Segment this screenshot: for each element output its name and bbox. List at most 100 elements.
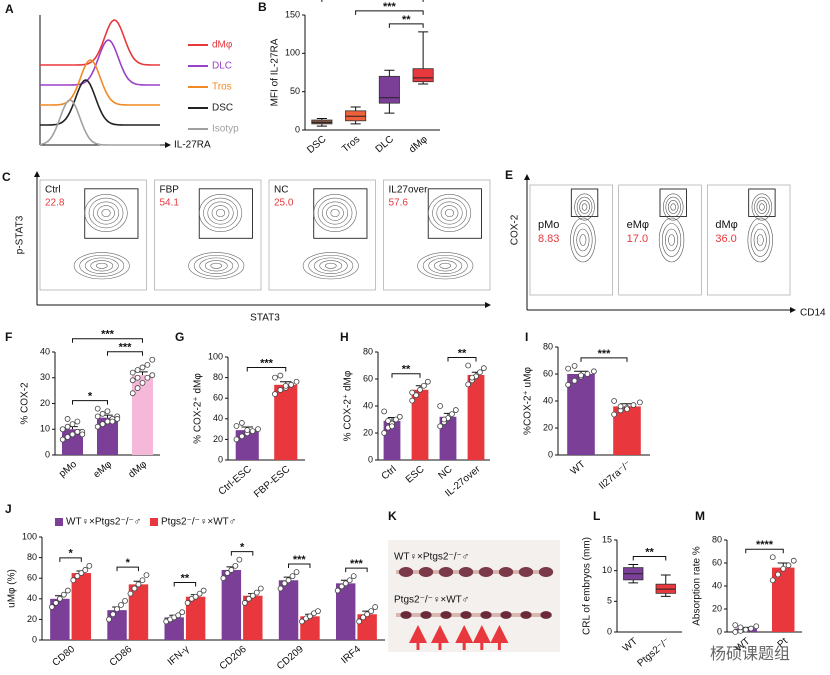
legend-label: Ptgs2⁻/⁻♀×WT♂	[161, 517, 236, 528]
legend-label: Isotyp	[212, 124, 239, 135]
data-point	[381, 408, 388, 415]
data-point	[409, 389, 416, 396]
y-axis-label: COX-2	[510, 214, 521, 245]
data-point	[281, 580, 288, 587]
contour	[193, 254, 239, 277]
y-axis-label: CRL of embryos (mm)	[582, 537, 593, 635]
data-point	[737, 624, 744, 631]
x-tick-label: dMφ	[126, 459, 149, 481]
data-point	[232, 562, 239, 569]
bar	[567, 374, 595, 455]
x-tick-label: eMφ	[91, 459, 114, 481]
contour	[330, 208, 340, 218]
data-point	[630, 402, 637, 408]
y-tick-label: 5	[607, 596, 612, 606]
y-tick-label: 40	[213, 413, 223, 423]
data-point	[617, 403, 624, 410]
significance-label: *	[240, 542, 245, 554]
bar	[97, 417, 118, 455]
data-point	[149, 372, 156, 379]
data-point	[233, 436, 240, 443]
contour	[756, 200, 768, 214]
contour	[759, 203, 765, 211]
data-point	[129, 377, 136, 384]
data-point	[307, 613, 313, 620]
embryo	[440, 611, 452, 619]
contour	[432, 197, 467, 229]
x-tick-label: Il27ra⁻/⁻	[597, 459, 633, 492]
x-tick-label: DSC	[305, 134, 328, 156]
data-point	[114, 606, 120, 612]
contour	[440, 205, 459, 221]
data-point	[272, 391, 278, 397]
y-tick-label: 100	[285, 48, 300, 58]
embryo	[398, 567, 414, 577]
embryo	[518, 567, 534, 577]
photo-caption: Ptgs2⁻/⁻♀×WT♂	[394, 595, 469, 606]
data-point	[106, 616, 112, 623]
sample-name: pMo	[538, 219, 559, 231]
data-point	[421, 382, 427, 389]
data-point	[238, 420, 245, 426]
data-point	[346, 577, 353, 584]
significance-bracket	[72, 338, 143, 343]
data-point	[99, 410, 106, 417]
y-axis-label: % COX-2⁺ dMφ	[343, 370, 354, 441]
contour	[658, 217, 685, 263]
data-point	[122, 597, 128, 604]
contour	[570, 217, 596, 263]
contour	[579, 234, 587, 246]
significance-label: ***	[293, 554, 307, 566]
data-point	[277, 372, 284, 379]
contour	[317, 197, 353, 229]
data-point	[289, 573, 296, 580]
sample-name: eMφ	[627, 219, 649, 231]
legend-label: WT♀×Ptgs2⁻/⁻♂	[66, 517, 141, 528]
data-point	[293, 569, 300, 575]
data-point	[78, 570, 85, 576]
data-point	[732, 629, 739, 635]
data-point	[134, 374, 141, 381]
x-axis-label: CD14	[800, 308, 826, 319]
data-point	[86, 562, 93, 569]
data-point	[396, 413, 403, 420]
watermark: 杨硕课题组	[710, 645, 790, 663]
data-point	[64, 423, 71, 430]
panel-label: M	[695, 509, 705, 523]
data-point	[149, 356, 156, 363]
data-point	[611, 398, 618, 404]
significance-label: ***	[598, 348, 612, 360]
data-point	[139, 364, 146, 371]
x-tick-label: Ptgs2⁻/⁻	[636, 636, 673, 669]
x-tick-label: CD206	[218, 644, 249, 673]
contour	[670, 203, 677, 211]
bar	[357, 614, 377, 640]
contour	[215, 208, 226, 218]
data-point	[104, 408, 111, 415]
embryo	[460, 611, 472, 619]
data-point	[94, 413, 101, 420]
contour	[324, 262, 337, 269]
data-point	[372, 604, 379, 610]
data-point	[753, 623, 760, 630]
contour	[95, 262, 108, 269]
data-point	[94, 405, 101, 412]
y-tick-label: 10	[602, 565, 612, 575]
data-point	[94, 423, 101, 430]
data-point	[272, 374, 278, 381]
x-tick-label: Ctrl-ESC	[217, 464, 254, 498]
y-tick-label: 0	[717, 626, 722, 636]
x-tick-label: CD80	[51, 644, 78, 669]
data-point	[59, 436, 66, 443]
y-tick-label: 0	[607, 626, 612, 636]
gate	[748, 188, 776, 217]
x-tick-label: WT	[621, 636, 640, 654]
density-curve	[39, 99, 160, 146]
data-point	[441, 416, 447, 423]
contour	[754, 196, 770, 218]
significance-label: **	[458, 347, 467, 359]
y-tick-label: 20	[712, 603, 722, 613]
contour	[427, 194, 472, 233]
contour	[663, 193, 684, 221]
